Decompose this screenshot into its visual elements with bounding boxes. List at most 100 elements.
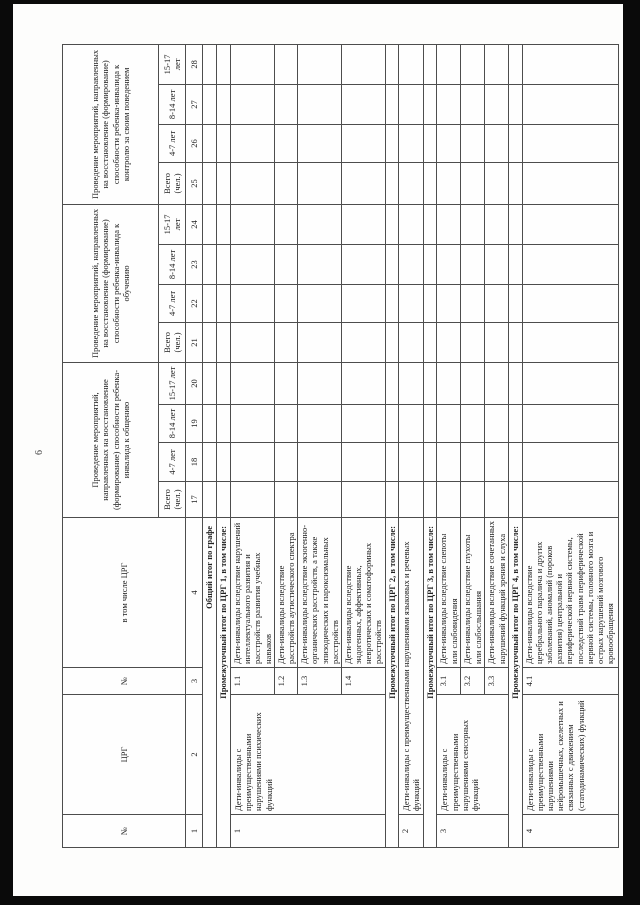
header-cell-incl-crg: в том числе ЦРГ xyxy=(62,517,186,668)
item-text: Дети-инвалиды вследствие церебрального п… xyxy=(522,517,619,668)
data-cell xyxy=(522,84,619,125)
row-item-4-1: 4 Дети-инвалиды с преимущественными нару… xyxy=(522,44,619,848)
crg-name: Дети-инвалиды с преимущественными наруше… xyxy=(398,517,424,815)
data-cell xyxy=(522,404,619,443)
subtotal-label: Промежуточный итог по ЦРГ 3, в том числе… xyxy=(423,517,437,848)
data-cell xyxy=(423,244,437,285)
data-cell xyxy=(230,481,275,518)
col-number: 23 xyxy=(185,244,203,285)
item-number: 3.3 xyxy=(484,667,509,695)
row-crg2: 2 Дети-инвалиды с преимущественными нару… xyxy=(398,44,424,848)
scan-edge-bottom xyxy=(0,896,640,905)
data-cell xyxy=(297,124,342,163)
data-cell xyxy=(508,442,523,482)
subcol-header: 8-14 лет xyxy=(158,244,186,285)
data-cell xyxy=(398,322,424,363)
data-cell xyxy=(436,124,461,163)
data-cell xyxy=(230,44,275,85)
data-cell xyxy=(341,162,386,205)
data-cell xyxy=(216,284,231,323)
data-cell xyxy=(230,284,275,323)
subcol-header: 15-17 лет xyxy=(158,44,186,85)
data-cell xyxy=(484,204,509,245)
data-cell xyxy=(274,322,298,363)
col-number: 22 xyxy=(185,284,203,323)
data-cell xyxy=(297,204,342,245)
data-cell xyxy=(484,322,509,363)
subcol-header: 8-14 лет xyxy=(158,404,186,443)
data-cell xyxy=(216,404,231,443)
data-cell xyxy=(460,322,485,363)
data-cell xyxy=(216,84,231,125)
data-cell xyxy=(230,84,275,125)
item-text: Дети-инвалиды вследствие слепоты или сла… xyxy=(436,517,461,668)
data-cell xyxy=(398,244,424,285)
data-cell xyxy=(274,284,298,323)
data-cell xyxy=(398,44,424,85)
data-cell xyxy=(297,362,342,405)
data-cell xyxy=(274,244,298,285)
grand-total-label: Общий итог по графе xyxy=(202,517,217,848)
data-cell xyxy=(297,481,342,518)
item-number: 1.2 xyxy=(274,667,298,695)
header-cell-no2: № xyxy=(62,667,186,695)
data-cell xyxy=(202,284,217,323)
col-number: 20 xyxy=(185,362,203,405)
data-cell xyxy=(423,84,437,125)
item-text: Дети-инвалиды вследствие сочетанных нару… xyxy=(484,517,509,668)
scan-edge-left xyxy=(0,0,13,905)
data-cell xyxy=(508,204,523,245)
data-cell xyxy=(341,44,386,85)
data-cell xyxy=(460,204,485,245)
crg-name: Дети-инвалиды с преимущественными наруше… xyxy=(522,694,619,815)
data-cell xyxy=(508,44,523,85)
data-cell xyxy=(385,204,399,245)
data-cell xyxy=(436,362,461,405)
data-cell xyxy=(508,162,523,205)
data-cell xyxy=(522,244,619,285)
row-subtotal-crg4: Промежуточный итог по ЦРГ 4, в том числе… xyxy=(508,44,523,848)
col-number: 18 xyxy=(185,442,203,482)
item-text: Дети-инвалиды вследствие нарушений интел… xyxy=(230,517,275,668)
data-cell xyxy=(423,404,437,443)
data-cell xyxy=(508,322,523,363)
data-cell xyxy=(216,124,231,163)
data-cell xyxy=(297,162,342,205)
data-cell xyxy=(230,204,275,245)
data-cell xyxy=(460,362,485,405)
data-cell xyxy=(216,204,231,245)
data-cell xyxy=(230,362,275,405)
data-cell xyxy=(423,162,437,205)
data-cell xyxy=(274,481,298,518)
col-number: 28 xyxy=(185,44,203,85)
data-cell xyxy=(274,162,298,205)
data-cell xyxy=(508,481,523,518)
col-number: 24 xyxy=(185,204,203,245)
item-text: Дети-инвалиды вследствие расстройств аут… xyxy=(274,517,298,668)
data-cell xyxy=(436,481,461,518)
data-cell xyxy=(508,284,523,323)
data-cell xyxy=(436,44,461,85)
row-item-3-1: 3 Дети-инвалиды с преимущественными нару… xyxy=(436,44,509,848)
data-cell xyxy=(202,84,217,125)
data-cell xyxy=(216,442,231,482)
col-number: 27 xyxy=(185,84,203,125)
data-cell xyxy=(522,284,619,323)
data-cell xyxy=(460,44,485,85)
data-cell xyxy=(341,124,386,163)
data-cell xyxy=(484,481,509,518)
data-cell xyxy=(385,284,399,323)
data-cell xyxy=(274,442,298,482)
data-cell xyxy=(460,124,485,163)
header-row-column-numbers: 1 2 3 4 17 18 19 20 21 22 23 24 25 26 27… xyxy=(185,44,203,848)
data-cell xyxy=(484,284,509,323)
data-cell xyxy=(202,481,217,518)
data-cell xyxy=(508,124,523,163)
item-number: 3.1 xyxy=(436,667,461,695)
data-cell xyxy=(423,362,437,405)
col-number: 19 xyxy=(185,404,203,443)
data-cell xyxy=(522,481,619,518)
col-number: 21 xyxy=(185,322,203,363)
data-cell xyxy=(460,244,485,285)
data-cell xyxy=(341,404,386,443)
